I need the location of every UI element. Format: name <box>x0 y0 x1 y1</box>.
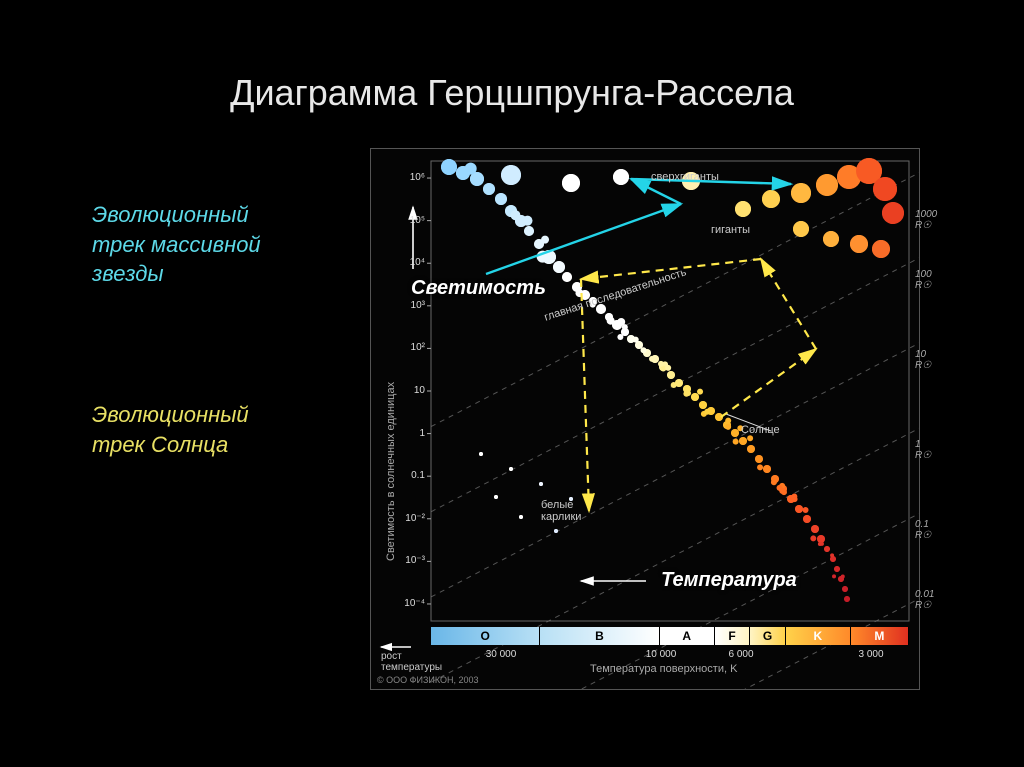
y-tick-3: 10³ <box>391 300 425 311</box>
region-label-1: гиганты <box>711 224 750 236</box>
y-tick-2: 10⁴ <box>391 257 425 268</box>
region-label-0: сверхгиганты <box>651 171 719 183</box>
x-tick-1: 10 000 <box>636 649 686 660</box>
x-axis-title: Температура поверхности, K <box>590 663 737 675</box>
spectral-M: M <box>851 627 909 645</box>
y-tick-10: 10⁻⁴ <box>391 598 425 609</box>
copyright: © ООО ФИЗИКОН, 2003 <box>377 675 479 685</box>
radius-label-0: 1000 R☉ <box>915 209 937 231</box>
radius-label-1: 100 R☉ <box>915 269 932 291</box>
hr-diagram: 1000 R☉100 R☉10 R☉1 R☉0.1 R☉0.01 R☉10⁶10… <box>370 148 920 690</box>
spectral-F: F <box>715 627 750 645</box>
x-tick-3: 3 000 <box>846 649 896 660</box>
radius-label-3: 1 R☉ <box>915 439 931 461</box>
y-tick-0: 10⁶ <box>391 172 425 183</box>
region-label-4: белыекарлики <box>541 499 581 523</box>
spectral-class-bar: OBAFGKM <box>431 627 909 645</box>
temp-growth-label: росттемпературы <box>381 651 442 673</box>
radius-label-4: 0.1 R☉ <box>915 519 931 541</box>
spectral-B: B <box>540 627 659 645</box>
y-tick-4: 10² <box>391 342 425 353</box>
spectral-O: O <box>431 627 540 645</box>
temperature-overlay: Температура <box>661 569 797 592</box>
y-axis-title: Светимость в солнечных единицах <box>385 382 397 561</box>
slide-title: Диаграмма Герцшпрунга-Рассела <box>0 72 1024 114</box>
side-label-0: Эволюционныйтрек массивнойзвезды <box>92 200 261 289</box>
spectral-K: K <box>786 627 851 645</box>
region-label-2: главная последовательность <box>543 266 688 323</box>
spectral-A: A <box>660 627 715 645</box>
region-label-3: Солнце <box>741 424 780 436</box>
x-tick-0: 30 000 <box>476 649 526 660</box>
radius-label-5: 0.01 R☉ <box>915 589 934 611</box>
luminosity-overlay: Светимость <box>411 277 546 300</box>
y-tick-1: 10⁵ <box>391 215 425 226</box>
x-tick-2: 6 000 <box>716 649 766 660</box>
radius-label-2: 10 R☉ <box>915 349 931 371</box>
side-label-1: Эволюционныйтрек Солнца <box>92 400 249 459</box>
spectral-G: G <box>750 627 785 645</box>
